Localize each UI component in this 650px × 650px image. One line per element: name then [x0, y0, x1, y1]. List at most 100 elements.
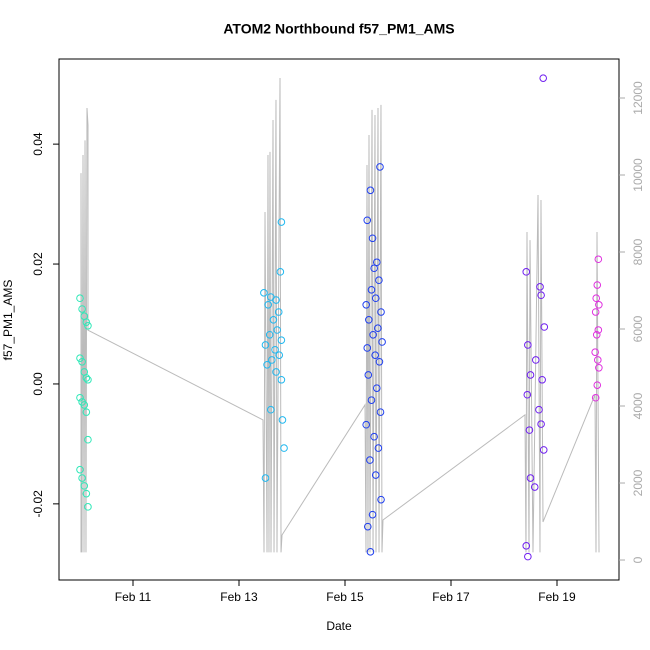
point: [523, 390, 532, 399]
x-tick-label: Feb 11: [115, 590, 152, 604]
point: [82, 489, 91, 498]
point: [537, 420, 545, 428]
point: [363, 216, 372, 225]
point: [372, 384, 381, 392]
point: [535, 405, 543, 414]
point: [377, 308, 385, 316]
x-tick-label: Feb 17: [432, 590, 470, 604]
point: [374, 324, 382, 332]
point: [366, 548, 375, 556]
point: [277, 375, 286, 384]
point: [273, 326, 281, 334]
point: [363, 344, 372, 352]
y2-tick-label: 6000: [631, 315, 645, 342]
point: [371, 471, 380, 479]
point: [367, 286, 376, 294]
y-tick-label: 0.02: [31, 252, 45, 276]
point: [375, 357, 384, 366]
point: [78, 305, 86, 313]
point: [261, 341, 270, 349]
point: [593, 281, 602, 289]
point: [263, 360, 271, 369]
point: [595, 301, 603, 309]
point: [539, 446, 548, 454]
chart-title: ATOM2 Northbound f57_PM1_AMS: [223, 21, 454, 37]
point: [594, 255, 603, 264]
plot-box: [58, 58, 620, 581]
point: [362, 301, 370, 309]
point: [591, 393, 600, 402]
point: [377, 495, 385, 504]
point: [84, 503, 92, 511]
point: [538, 375, 546, 384]
point: [80, 482, 89, 490]
point: [271, 345, 279, 354]
y-tick-label: -0.02: [31, 490, 45, 518]
point: [277, 336, 286, 344]
point: [591, 348, 599, 356]
point: [82, 374, 91, 382]
y2-tick-label: 0: [631, 556, 645, 563]
point: [278, 416, 287, 424]
point: [366, 456, 374, 464]
point: [76, 465, 84, 474]
point: [277, 218, 286, 226]
point: [522, 542, 531, 550]
point: [261, 474, 270, 482]
y-axis-label: f57_PM1_AMS: [1, 280, 15, 361]
point: [593, 381, 602, 389]
point: [378, 338, 386, 346]
point: [526, 474, 535, 482]
point: [522, 268, 531, 276]
point: [82, 408, 91, 416]
x-tick-label: Feb 15: [326, 590, 364, 604]
point: [362, 420, 370, 429]
point: [274, 308, 283, 316]
y2-tick-label: 4000: [631, 392, 645, 419]
point: [371, 294, 380, 303]
point: [265, 330, 274, 339]
point: [368, 234, 377, 243]
x-axis-label: Date: [326, 619, 352, 633]
point: [593, 356, 602, 364]
point: [591, 308, 600, 316]
point: [84, 435, 92, 444]
point: [592, 330, 601, 339]
y2-tick-label: 8000: [631, 238, 645, 265]
point: [78, 357, 86, 366]
point: [266, 405, 275, 414]
point: [84, 375, 92, 384]
point: [376, 408, 385, 416]
point: [540, 323, 549, 331]
point: [365, 315, 373, 324]
point: [524, 341, 532, 349]
point: [370, 264, 378, 273]
x-tick-label: Feb 13: [220, 590, 258, 604]
point: [272, 296, 280, 304]
point: [84, 321, 92, 330]
y-tick-label: 0.04: [31, 132, 45, 156]
line: [80, 77, 600, 553]
point: [269, 315, 278, 324]
x-tick-label: Feb 19: [538, 590, 576, 604]
point: [276, 268, 285, 276]
point: [524, 552, 532, 561]
point: [264, 301, 272, 309]
point: [260, 289, 268, 297]
point: [374, 444, 383, 452]
point: [82, 318, 91, 326]
y2-tick-label: 10000: [631, 158, 645, 192]
point: [275, 351, 284, 359]
point: [526, 371, 535, 379]
point: [369, 330, 377, 339]
point: [537, 291, 545, 300]
point: [531, 356, 540, 364]
point: [272, 368, 280, 376]
point: [375, 276, 383, 285]
point: [530, 483, 539, 491]
point: [594, 326, 603, 334]
point: [363, 522, 372, 531]
point: [76, 393, 84, 402]
